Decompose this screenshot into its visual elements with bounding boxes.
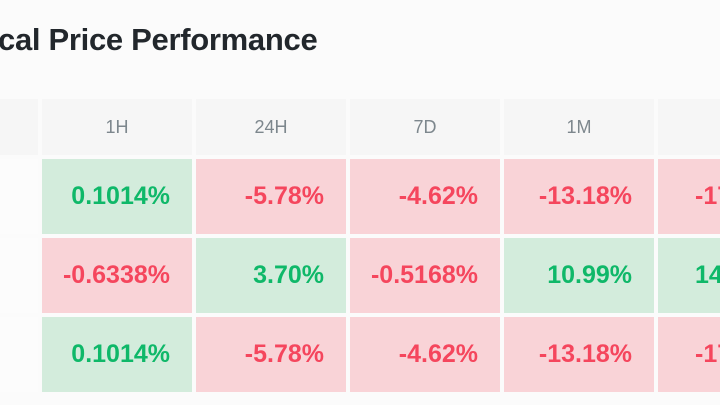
perf-cell-r1-24h: -5.78% bbox=[196, 159, 346, 234]
perf-cell-r2-1m: 10.99% bbox=[504, 238, 654, 313]
column-header-asset bbox=[0, 99, 38, 155]
perf-cell-r2-7d: -0.5168% bbox=[350, 238, 500, 313]
perf-cell-r3-1m: -13.18% bbox=[504, 317, 654, 392]
perf-cell-r1-7d: -4.62% bbox=[350, 159, 500, 234]
asset-label-cell bbox=[0, 317, 38, 392]
column-header-1m: 1M bbox=[504, 99, 654, 155]
perf-cell-r3-1h: 0.1014% bbox=[42, 317, 192, 392]
asset-label-cell bbox=[0, 238, 38, 313]
perf-cell-r2-24h: 3.70% bbox=[196, 238, 346, 313]
asset-label-cell bbox=[0, 159, 38, 234]
column-header-1h: 1H bbox=[42, 99, 192, 155]
page-title: cal Price Performance bbox=[0, 22, 318, 57]
perf-cell-r3-24h: -5.78% bbox=[196, 317, 346, 392]
perf-cell-r1-1h: 0.1014% bbox=[42, 159, 192, 234]
perf-cell-r2-trailing: 14 bbox=[658, 238, 720, 313]
perf-cell-r3-7d: -4.62% bbox=[350, 317, 500, 392]
perf-cell-r3-trailing: -17 bbox=[658, 317, 720, 392]
column-header-24h: 24H bbox=[196, 99, 346, 155]
perf-cell-r1-trailing: -17 bbox=[658, 159, 720, 234]
perf-cell-r2-1h: -0.6338% bbox=[42, 238, 192, 313]
column-header-trailing bbox=[658, 99, 720, 155]
perf-cell-r1-1m: -13.18% bbox=[504, 159, 654, 234]
column-header-7d: 7D bbox=[350, 99, 500, 155]
price-performance-table: 1H 24H 7D 1M 0.1014% -5.78% -4.62% -13.1… bbox=[0, 99, 720, 392]
